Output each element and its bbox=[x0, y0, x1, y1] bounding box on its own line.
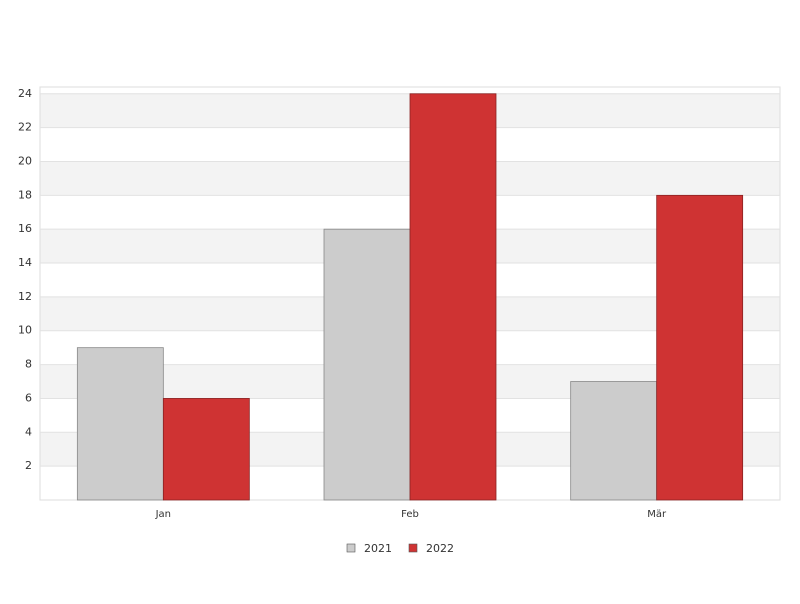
y-tick-label: 16 bbox=[18, 222, 32, 235]
y-tick-label: 10 bbox=[18, 324, 32, 337]
y-tick-label: 12 bbox=[18, 290, 32, 303]
legend-label: 2021 bbox=[364, 542, 392, 555]
y-tick-label: 8 bbox=[25, 358, 32, 371]
bar bbox=[570, 381, 658, 501]
legend-swatch bbox=[346, 543, 356, 553]
bar bbox=[76, 347, 164, 501]
bar bbox=[162, 398, 250, 501]
y-tick-label: 18 bbox=[18, 188, 32, 201]
x-tick-label: Feb bbox=[401, 509, 419, 520]
y-tick-label: 14 bbox=[18, 256, 32, 269]
y-tick-label: 4 bbox=[25, 425, 32, 438]
bar bbox=[323, 228, 411, 501]
y-tick-label: 22 bbox=[18, 121, 32, 134]
x-tick-label: Mär bbox=[647, 509, 667, 520]
legend-label: 2022 bbox=[426, 542, 454, 555]
y-tick-label: 24 bbox=[18, 87, 32, 100]
bar bbox=[409, 93, 497, 501]
y-tick-label: 20 bbox=[18, 154, 32, 167]
legend-swatch bbox=[408, 543, 418, 553]
bar bbox=[656, 194, 744, 501]
y-tick-label: 6 bbox=[25, 391, 32, 404]
y-tick-label: 2 bbox=[25, 459, 32, 472]
x-tick-label: Jan bbox=[155, 509, 171, 520]
